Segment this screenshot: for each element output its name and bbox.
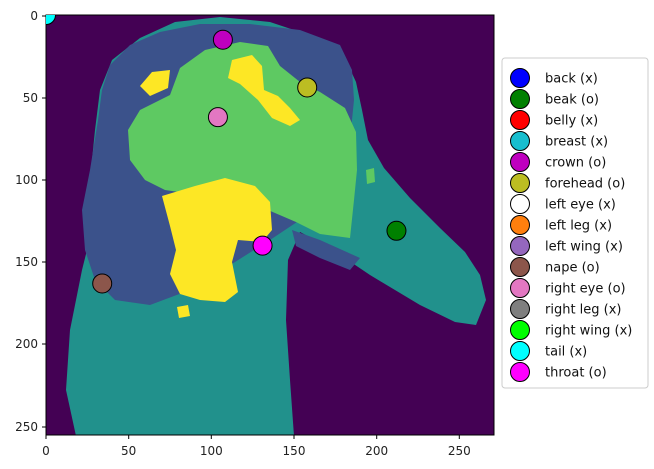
keypoint-marker-forehead bbox=[297, 77, 318, 98]
legend-label: beak (o) bbox=[545, 93, 599, 108]
legend-items: back (x) beak (o) belly (x) breast (x) crown… bbox=[510, 68, 632, 382]
legend-entry: belly (x) bbox=[510, 110, 598, 130]
keypoint-marker-nape bbox=[92, 273, 113, 294]
x-tick-label-1: 50 bbox=[121, 444, 136, 458]
legend-label: tail (x) bbox=[545, 345, 587, 360]
legend-label: right eye (o) bbox=[545, 282, 626, 297]
y-axis: 0 50 100 150 200 250 bbox=[15, 9, 46, 434]
legend-label: belly (x) bbox=[545, 114, 598, 129]
legend-entry: right leg (x) bbox=[510, 299, 622, 319]
y-tick-label-0: 0 bbox=[30, 9, 38, 23]
legend-marker bbox=[510, 341, 530, 361]
region-yellow-3 bbox=[162, 178, 272, 302]
region-yellow-2 bbox=[140, 70, 170, 96]
region-yellow bbox=[228, 55, 300, 126]
x-tick-label-0: 0 bbox=[42, 444, 50, 458]
legend-marker bbox=[510, 68, 530, 88]
legend-label: left eye (x) bbox=[545, 198, 616, 213]
legend-label: back (x) bbox=[545, 72, 598, 87]
legend-label: left leg (x) bbox=[545, 219, 612, 234]
legend-marker bbox=[510, 152, 530, 172]
legend-label: right leg (x) bbox=[545, 303, 622, 318]
legend-marker bbox=[510, 194, 530, 214]
legend-entry: crown (o) bbox=[510, 152, 606, 172]
legend-entry: back (x) bbox=[510, 68, 598, 88]
x-tick-label-3: 150 bbox=[283, 444, 306, 458]
keypoint-marker-crown bbox=[212, 29, 233, 50]
region-green-spot bbox=[366, 168, 375, 184]
legend-entry: right eye (o) bbox=[510, 278, 626, 298]
legend-entry: left wing (x) bbox=[510, 236, 623, 256]
legend-label: breast (x) bbox=[545, 135, 608, 150]
keypoint-markers bbox=[46, 15, 407, 294]
legend-label: throat (o) bbox=[545, 366, 607, 381]
x-tick-label-5: 250 bbox=[448, 444, 471, 458]
legend-marker bbox=[510, 89, 530, 109]
legend-entry: left leg (x) bbox=[510, 215, 612, 235]
keypoint-marker-beak bbox=[386, 220, 407, 241]
legend-entry: left eye (x) bbox=[510, 194, 616, 214]
legend-marker bbox=[510, 173, 530, 193]
legend-label: forehead (o) bbox=[545, 177, 625, 192]
x-tick-label-4: 200 bbox=[365, 444, 388, 458]
legend-marker bbox=[510, 257, 530, 277]
legend-marker bbox=[510, 320, 530, 340]
legend-entry: throat (o) bbox=[510, 362, 607, 382]
legend: back (x) beak (o) belly (x) breast (x) crown… bbox=[501, 57, 649, 389]
keypoint-marker-throat bbox=[252, 235, 273, 256]
legend-entry: right wing (x) bbox=[510, 320, 632, 340]
region-yellow-4 bbox=[177, 305, 190, 318]
y-tick-label-2: 100 bbox=[15, 173, 38, 187]
legend-marker bbox=[510, 362, 530, 382]
plot-area: 0 50 100 150 200 250 0 50 100 150 200 25… bbox=[15, 9, 495, 458]
legend-entry: forehead (o) bbox=[510, 173, 625, 193]
keypoint-marker-right-eye bbox=[207, 107, 228, 128]
x-tick-label-2: 100 bbox=[200, 444, 223, 458]
legend-label: right wing (x) bbox=[545, 324, 632, 339]
legend-marker bbox=[510, 299, 530, 319]
legend-label: nape (o) bbox=[545, 261, 600, 276]
legend-entry: breast (x) bbox=[510, 131, 608, 151]
legend-marker bbox=[510, 215, 530, 235]
segmentation-image bbox=[46, 15, 494, 435]
x-axis: 0 50 100 150 200 250 bbox=[42, 435, 471, 458]
axes-frame bbox=[45, 14, 495, 436]
legend-marker bbox=[510, 110, 530, 130]
y-tick-label-3: 150 bbox=[15, 255, 38, 269]
legend-box bbox=[501, 57, 649, 389]
y-tick-label-5: 250 bbox=[15, 420, 38, 434]
keypoint-marker-tail bbox=[46, 15, 56, 25]
y-tick-label-1: 50 bbox=[23, 91, 38, 105]
y-tick-label-4: 200 bbox=[15, 337, 38, 351]
legend-marker bbox=[510, 236, 530, 256]
legend-marker bbox=[510, 131, 530, 151]
legend-marker bbox=[510, 278, 530, 298]
legend-entry: beak (o) bbox=[510, 89, 599, 109]
region-blue-neck bbox=[292, 230, 360, 270]
legend-entry: tail (x) bbox=[510, 341, 587, 361]
legend-label: left wing (x) bbox=[545, 240, 623, 255]
legend-label: crown (o) bbox=[545, 156, 606, 171]
legend-entry: nape (o) bbox=[510, 257, 600, 277]
